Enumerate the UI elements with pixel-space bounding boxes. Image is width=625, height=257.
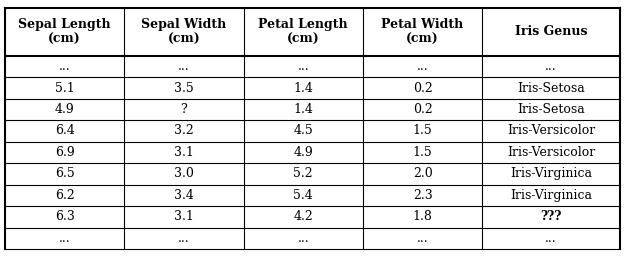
Text: 2.3: 2.3 — [412, 189, 432, 202]
Text: ...: ... — [59, 60, 71, 73]
Text: ?: ? — [181, 103, 188, 116]
Text: Petal Length
(cm): Petal Length (cm) — [259, 18, 348, 46]
Text: 4.2: 4.2 — [293, 210, 313, 223]
Text: Iris-Virginica: Iris-Virginica — [510, 189, 592, 202]
Text: 3.1: 3.1 — [174, 210, 194, 223]
Text: 6.3: 6.3 — [55, 210, 74, 223]
Text: ...: ... — [298, 232, 309, 245]
Text: ...: ... — [417, 232, 428, 245]
Text: Iris Genus: Iris Genus — [515, 25, 588, 38]
Text: 3.4: 3.4 — [174, 189, 194, 202]
Text: 6.9: 6.9 — [55, 146, 74, 159]
Text: 4.5: 4.5 — [293, 124, 313, 137]
Text: ...: ... — [298, 60, 309, 73]
Text: ...: ... — [178, 60, 190, 73]
Text: ...: ... — [178, 232, 190, 245]
Text: 6.2: 6.2 — [55, 189, 74, 202]
Text: Iris-Virginica: Iris-Virginica — [510, 167, 592, 180]
Text: 3.0: 3.0 — [174, 167, 194, 180]
Text: Sepal Length
(cm): Sepal Length (cm) — [18, 18, 111, 46]
Text: ...: ... — [417, 60, 428, 73]
Text: 1.5: 1.5 — [412, 124, 432, 137]
Text: 4.9: 4.9 — [293, 146, 313, 159]
Text: 1.4: 1.4 — [293, 103, 313, 116]
Text: 5.2: 5.2 — [294, 167, 313, 180]
Text: 4.9: 4.9 — [55, 103, 74, 116]
Text: 5.4: 5.4 — [293, 189, 313, 202]
Text: 6.4: 6.4 — [55, 124, 74, 137]
Text: 3.2: 3.2 — [174, 124, 194, 137]
Text: Iris-Setosa: Iris-Setosa — [518, 103, 585, 116]
Text: Petal Width
(cm): Petal Width (cm) — [381, 18, 464, 46]
Text: Iris-Versicolor: Iris-Versicolor — [507, 124, 595, 137]
Text: 1.4: 1.4 — [293, 81, 313, 95]
Text: 2.0: 2.0 — [412, 167, 432, 180]
Text: 6.5: 6.5 — [55, 167, 74, 180]
Text: ...: ... — [59, 232, 71, 245]
Text: Sepal Width
(cm): Sepal Width (cm) — [141, 18, 227, 46]
Text: ...: ... — [545, 232, 557, 245]
Text: 1.5: 1.5 — [412, 146, 432, 159]
Text: 3.5: 3.5 — [174, 81, 194, 95]
Text: 1.8: 1.8 — [412, 210, 432, 223]
Text: ...: ... — [545, 60, 557, 73]
Text: Iris-Versicolor: Iris-Versicolor — [507, 146, 595, 159]
Text: 5.1: 5.1 — [55, 81, 74, 95]
Text: 0.2: 0.2 — [412, 103, 432, 116]
Text: ???: ??? — [541, 210, 562, 223]
Text: Iris-Setosa: Iris-Setosa — [518, 81, 585, 95]
Text: 0.2: 0.2 — [412, 81, 432, 95]
Text: 3.1: 3.1 — [174, 146, 194, 159]
